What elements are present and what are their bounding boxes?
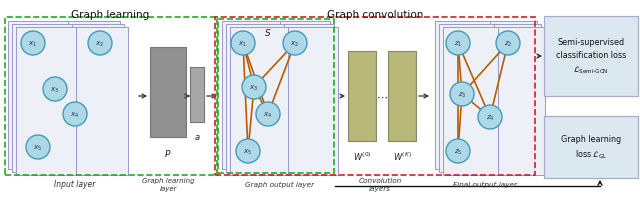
Text: Semi-supervised
classification loss
$\mathcal{L}_{\mathrm{Semi\text{-}GCN}}$: Semi-supervised classification loss $\ma… xyxy=(556,38,626,76)
Circle shape xyxy=(496,32,520,56)
Circle shape xyxy=(26,135,50,159)
Bar xyxy=(76,28,128,175)
Text: $z_{4}$: $z_{4}$ xyxy=(486,113,494,122)
Bar xyxy=(226,25,284,172)
Text: $z_{5}$: $z_{5}$ xyxy=(454,147,462,156)
FancyBboxPatch shape xyxy=(544,116,638,178)
Bar xyxy=(439,25,494,172)
Text: $x_{5}$: $x_{5}$ xyxy=(33,143,43,152)
Bar xyxy=(288,28,338,175)
Text: $x_{3}$: $x_{3}$ xyxy=(250,83,259,92)
Bar xyxy=(218,20,334,173)
Text: $W^{(0)}$: $W^{(0)}$ xyxy=(353,150,371,162)
Text: $P$: $P$ xyxy=(164,148,172,159)
FancyBboxPatch shape xyxy=(544,17,638,97)
Text: $W^{(K)}$: $W^{(K)}$ xyxy=(392,150,412,162)
Bar xyxy=(494,25,541,172)
Bar xyxy=(8,22,68,169)
Text: $z_{1}$: $z_{1}$ xyxy=(454,39,462,48)
Text: Graph learning
loss $\mathcal{L}_{\mathrm{GL}}$: Graph learning loss $\mathcal{L}_{\mathr… xyxy=(561,134,621,161)
Bar xyxy=(222,22,280,169)
Circle shape xyxy=(21,32,45,56)
Bar xyxy=(190,68,204,122)
Text: Graph convolution: Graph convolution xyxy=(327,10,423,20)
Bar xyxy=(443,28,498,175)
Bar xyxy=(68,22,120,169)
Text: Graph learning
layer: Graph learning layer xyxy=(141,177,195,191)
Text: $x_{1}$: $x_{1}$ xyxy=(239,39,248,48)
Circle shape xyxy=(446,32,470,56)
Text: $x_{5}$: $x_{5}$ xyxy=(243,147,253,156)
Bar xyxy=(435,22,490,169)
Circle shape xyxy=(43,78,67,101)
Bar xyxy=(150,48,186,137)
Circle shape xyxy=(242,76,266,100)
Circle shape xyxy=(88,32,112,56)
Circle shape xyxy=(283,32,307,56)
Bar xyxy=(5,18,217,175)
Bar xyxy=(280,22,330,169)
Text: Graph learning: Graph learning xyxy=(71,10,149,20)
Text: $z_{2}$: $z_{2}$ xyxy=(504,39,512,48)
Text: $S$: $S$ xyxy=(264,26,272,37)
Text: Graph output layer: Graph output layer xyxy=(245,181,315,187)
Circle shape xyxy=(63,102,87,126)
Circle shape xyxy=(446,139,470,163)
Bar xyxy=(12,25,72,172)
Circle shape xyxy=(231,32,255,56)
Text: $x_{2}$: $x_{2}$ xyxy=(95,39,104,48)
Text: $x_{4}$: $x_{4}$ xyxy=(70,110,79,119)
Bar xyxy=(498,28,545,175)
Text: Convolution
layers: Convolution layers xyxy=(358,177,402,191)
Bar xyxy=(348,52,376,141)
Circle shape xyxy=(478,105,502,129)
Text: $x_{2}$: $x_{2}$ xyxy=(291,39,300,48)
Text: $x_{3}$: $x_{3}$ xyxy=(51,85,60,94)
Bar xyxy=(284,25,334,172)
Text: Final output layer: Final output layer xyxy=(453,181,517,187)
Bar xyxy=(490,22,537,169)
Bar xyxy=(230,28,288,175)
Circle shape xyxy=(236,139,260,163)
Text: $z_{3}$: $z_{3}$ xyxy=(458,90,467,99)
Bar xyxy=(16,28,76,175)
Bar xyxy=(72,25,124,172)
Text: $a$: $a$ xyxy=(194,132,200,141)
Text: $x_{4}$: $x_{4}$ xyxy=(263,110,273,119)
Bar xyxy=(215,18,535,175)
Text: $x_{1}$: $x_{1}$ xyxy=(28,39,38,48)
Text: $\cdots$: $\cdots$ xyxy=(376,92,388,101)
Circle shape xyxy=(450,83,474,106)
Text: Input layer: Input layer xyxy=(54,180,96,188)
Bar xyxy=(388,52,416,141)
Circle shape xyxy=(256,102,280,126)
